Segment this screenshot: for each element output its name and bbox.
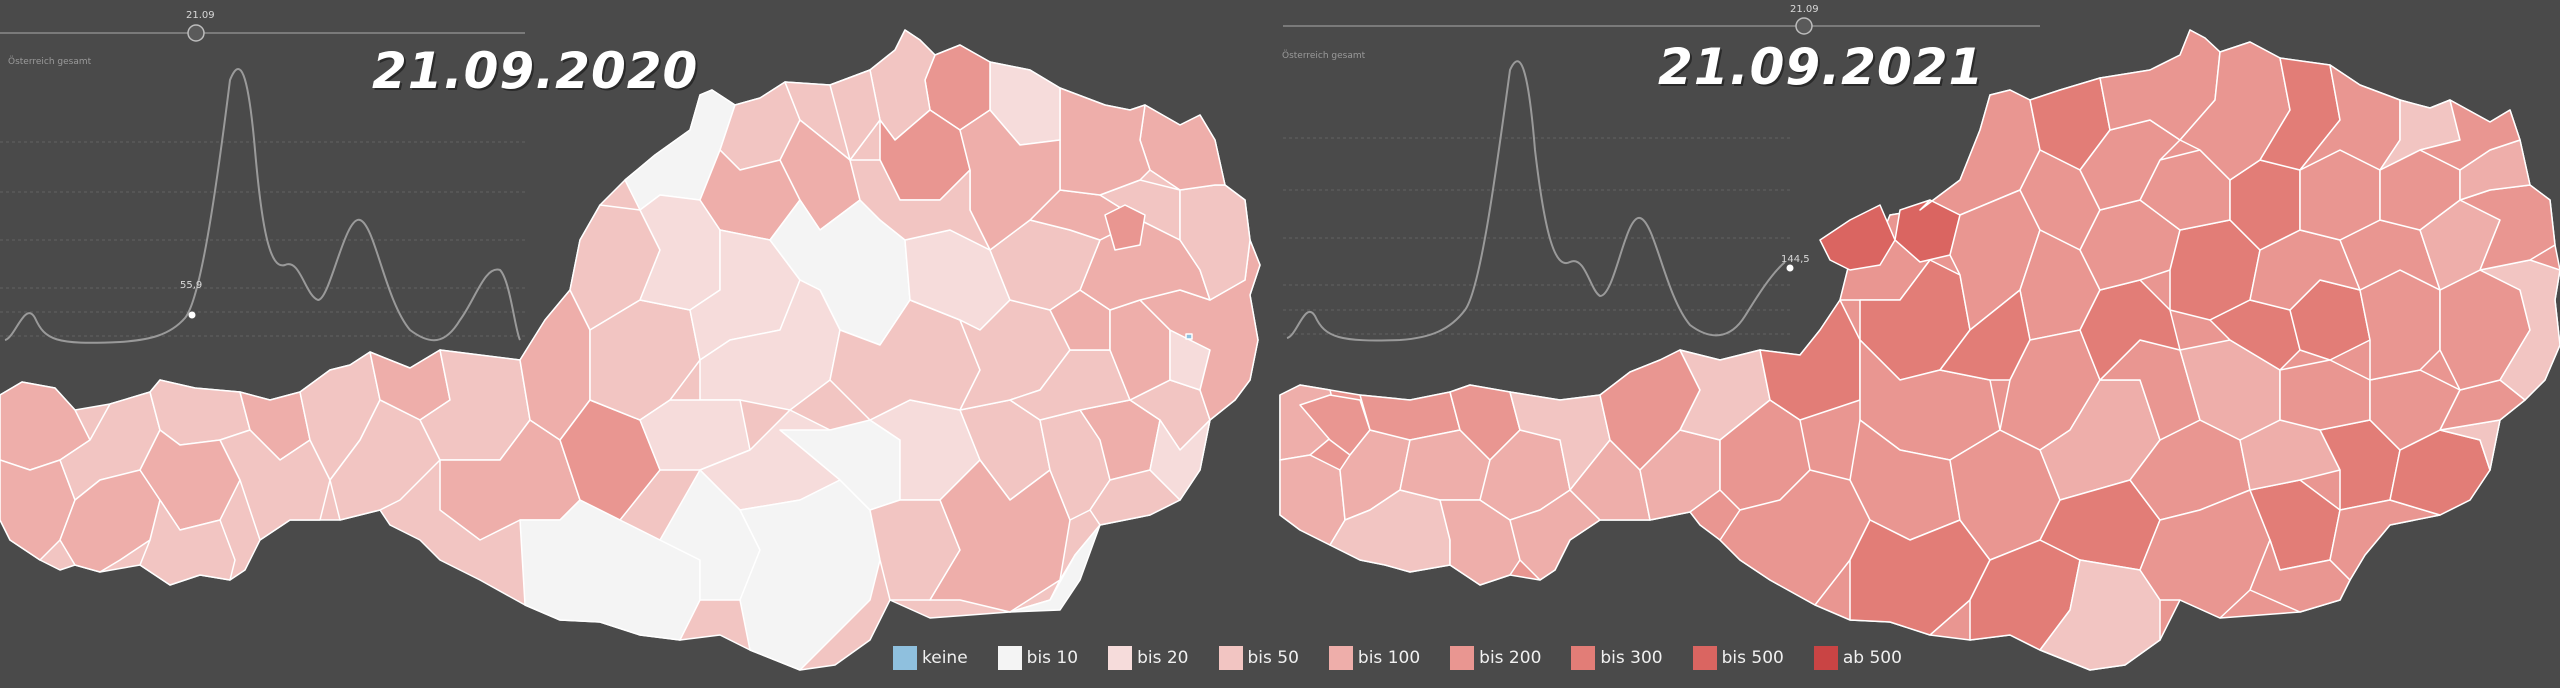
legend-label: keine [922,648,968,668]
left-marker-point [188,311,196,319]
right-marker-value: 144,5 [1781,254,1810,265]
left-vienna-marker [1185,333,1193,340]
legend-item: bis 50 [1218,646,1299,670]
legend-item: bis 200 [1450,646,1541,670]
left-marker-value: 55,9 [180,280,202,291]
right-marker-point [1786,264,1794,272]
legend-label: bis 50 [1247,648,1299,668]
right-incidence-curve [1286,60,1786,342]
legend-label: ab 500 [1842,648,1902,668]
left-chart-label: Österreich gesamt [8,56,92,67]
left-chart-gridlines [0,141,525,337]
legend-label: bis 10 [1026,648,1079,668]
legend-item: bis 20 [1108,646,1189,670]
left-austria-map [0,29,1261,671]
legend-swatch [1450,646,1475,670]
legend-swatch [893,646,917,670]
right-chart-label: Österreich gesamt [1282,50,1366,61]
right-date-title: 21.09.2021 [1658,38,1985,96]
legend-label: bis 20 [1137,648,1189,668]
legend-swatch [1328,646,1353,670]
left-incidence-curve [4,68,521,344]
legend-label: bis 200 [1479,648,1542,668]
left-slider-value: 21.09 [186,10,215,21]
legend-swatch [1218,646,1243,670]
right-slider-handle[interactable] [1795,17,1813,35]
legend-swatch [1571,646,1596,670]
legend: keine bis 10 bis 20 bis 50 bis 100 bis 200 bis… [893,646,1932,670]
legend-label: bis 500 [1721,648,1784,668]
legend-item: bis 10 [997,646,1079,670]
legend-label: bis 100 [1357,648,1421,668]
left-date-title: 21.09.2020 [372,42,699,100]
legend-item: bis 500 [1692,646,1784,670]
right-panel: 21.09 Österreich gesamt 144,5 [1279,4,2560,671]
legend-label: bis 300 [1600,648,1663,668]
legend-swatch [997,646,1022,670]
legend-item: bis 300 [1571,646,1663,670]
right-austria-map [1279,29,2560,671]
legend-swatch [1108,646,1133,670]
legend-item: ab 500 [1813,646,1902,670]
legend-swatch [1813,646,1838,670]
legend-swatch [1692,646,1717,670]
legend-item: bis 100 [1328,646,1421,670]
right-slider-value: 21.09 [1790,4,1819,15]
left-panel: 21.09 Österreich gesamt 55,9 [0,10,1261,671]
legend-item: keine [893,646,968,670]
left-slider-handle[interactable] [187,24,205,42]
